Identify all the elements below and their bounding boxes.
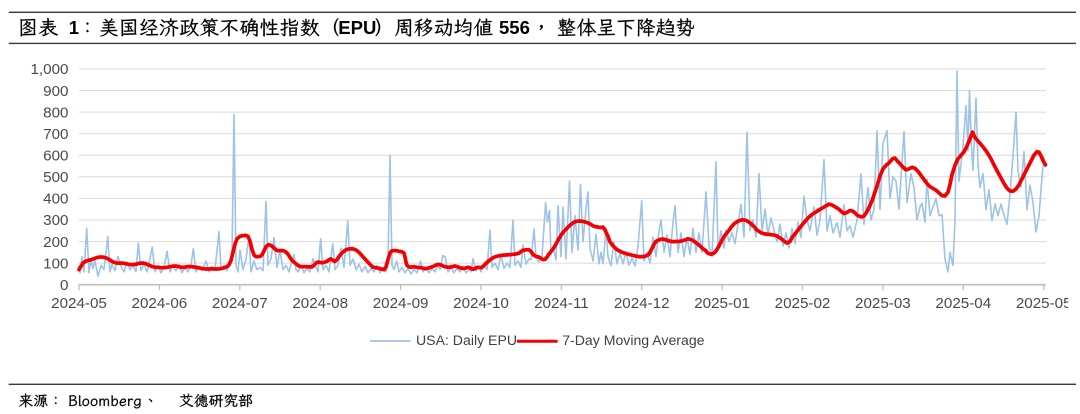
svg-text:2024-11: 2024-11 <box>534 295 589 312</box>
svg-text:400: 400 <box>43 191 68 208</box>
svg-text:2024-08: 2024-08 <box>292 295 348 312</box>
svg-text:2025-04: 2025-04 <box>935 295 991 312</box>
svg-text:600: 600 <box>43 148 68 165</box>
svg-text:500: 500 <box>43 169 68 186</box>
svg-text:2024-09: 2024-09 <box>373 295 429 312</box>
svg-text:2025-05: 2025-05 <box>1016 295 1072 312</box>
svg-text:2025-02: 2025-02 <box>775 295 831 312</box>
svg-text:7-Day Moving Average: 7-Day Moving Average <box>562 332 704 348</box>
svg-text:700: 700 <box>43 126 68 143</box>
svg-text:1,000: 1,000 <box>30 61 68 78</box>
svg-text:USA: Daily EPU: USA: Daily EPU <box>416 332 517 348</box>
svg-text:200: 200 <box>43 234 68 251</box>
svg-text:2025-01: 2025-01 <box>694 295 750 312</box>
svg-text:2024-06: 2024-06 <box>132 295 188 312</box>
svg-text:0: 0 <box>60 277 68 294</box>
svg-text:2024-07: 2024-07 <box>212 295 268 312</box>
svg-text:2025-03: 2025-03 <box>855 295 911 312</box>
svg-text:300: 300 <box>43 212 68 229</box>
svg-text:900: 900 <box>43 83 68 100</box>
svg-text:800: 800 <box>43 104 68 121</box>
svg-text:2024-05: 2024-05 <box>51 295 107 312</box>
svg-text:1: 1 <box>69 17 79 38</box>
svg-text:2024-10: 2024-10 <box>453 295 509 312</box>
svg-text:556: 556 <box>499 17 530 38</box>
svg-text:EPU: EPU <box>338 17 376 38</box>
svg-text:100: 100 <box>43 255 68 272</box>
svg-text:2024-12: 2024-12 <box>614 295 670 312</box>
